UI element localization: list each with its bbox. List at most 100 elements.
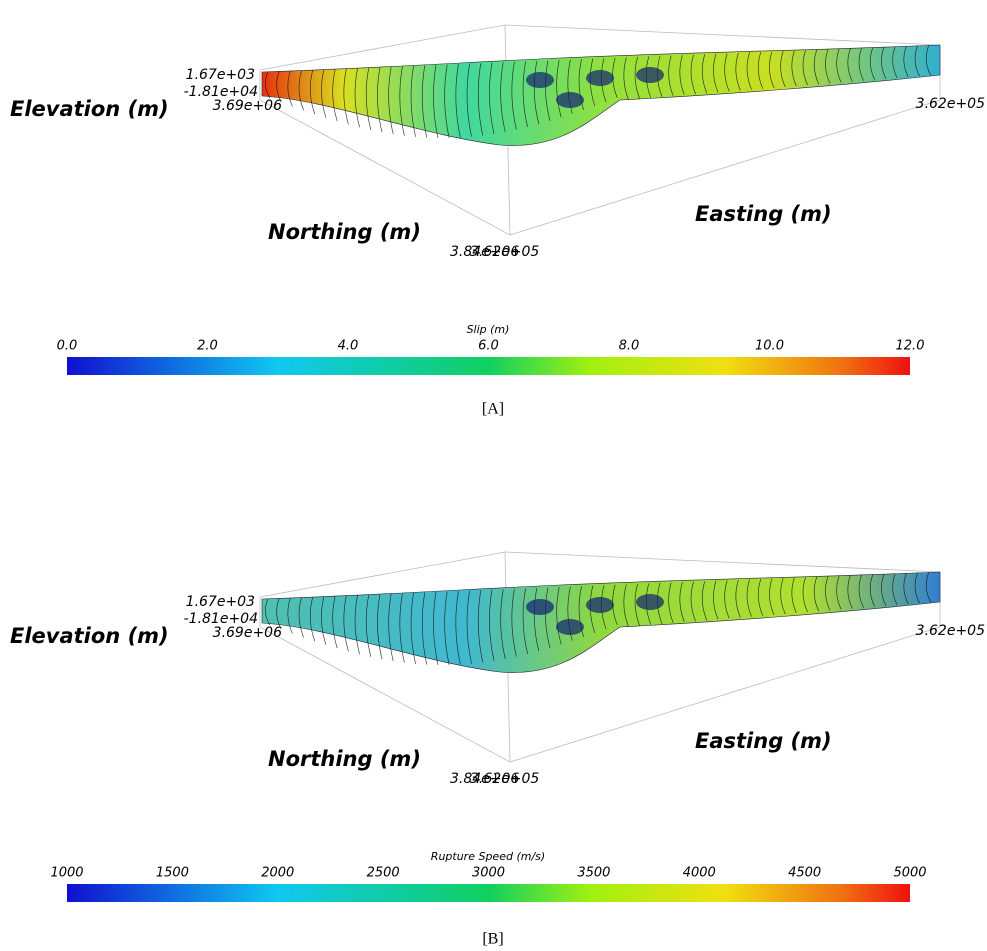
contour <box>825 576 831 611</box>
low-patch <box>636 594 664 610</box>
contour <box>489 62 495 134</box>
contour <box>421 65 428 138</box>
contour <box>791 50 797 87</box>
z-max: 1.67e+03 <box>186 594 255 610</box>
contour <box>455 591 461 665</box>
contour <box>903 46 909 78</box>
fault-surface <box>261 44 941 146</box>
contour <box>309 596 316 642</box>
y-min: 3.84e+06 <box>450 771 519 787</box>
x-min: 3.62e+05 <box>470 244 539 260</box>
contour <box>746 52 752 90</box>
contour <box>735 579 741 618</box>
contour <box>332 68 338 122</box>
contour <box>455 64 461 138</box>
contour <box>623 584 629 627</box>
contour <box>343 68 349 125</box>
contour <box>354 68 360 128</box>
contour <box>545 60 551 121</box>
contour <box>343 595 349 652</box>
contour <box>925 572 932 603</box>
contour <box>265 71 271 99</box>
z-max: 1.67e+03 <box>186 67 255 83</box>
contour <box>634 56 640 99</box>
contour <box>410 65 416 137</box>
contour <box>914 572 920 604</box>
contour <box>825 49 831 84</box>
contour <box>533 60 540 125</box>
contour <box>287 597 293 634</box>
contour <box>679 55 685 96</box>
contour <box>847 48 853 82</box>
contour <box>321 596 327 645</box>
contour <box>567 59 573 114</box>
axis-line <box>259 24 506 71</box>
contour <box>780 578 786 615</box>
contour <box>892 573 898 606</box>
contour <box>365 594 372 657</box>
contour <box>724 580 730 619</box>
contour <box>399 66 405 136</box>
contour <box>298 70 304 111</box>
contour <box>903 573 909 605</box>
contour <box>332 595 338 649</box>
contour <box>892 46 898 79</box>
colorbar-tick: 6.0 <box>478 339 499 354</box>
contour <box>858 47 864 81</box>
colorbar-tick: 5000 <box>893 866 926 881</box>
contour <box>433 591 439 666</box>
fault-surface <box>261 571 941 673</box>
contour <box>388 66 394 135</box>
colorbar-tick: 12.0 <box>896 339 925 354</box>
axis-line <box>259 99 511 236</box>
contour <box>276 598 282 630</box>
contour <box>556 587 562 645</box>
colorbar-tick: 4000 <box>683 866 716 881</box>
z-label: Elevation (m) <box>10 624 169 648</box>
contour <box>802 577 808 613</box>
x-min: 3.62e+05 <box>470 771 539 787</box>
contour <box>377 594 383 660</box>
y-max: 3.69e+06 <box>213 625 282 641</box>
contour <box>511 61 517 130</box>
axis-line <box>504 24 941 46</box>
contour <box>914 45 920 77</box>
contour <box>701 581 708 621</box>
contour <box>690 581 696 622</box>
y-min: 3.84e+06 <box>450 244 519 260</box>
contour <box>623 57 629 100</box>
contour <box>354 595 360 655</box>
z-min: -1.81e+04 <box>184 611 258 627</box>
contour <box>321 69 327 118</box>
low-patch <box>556 92 584 108</box>
colorbar-title: Rupture Speed (m/s) <box>431 850 545 863</box>
contour <box>511 588 517 657</box>
colorbar-tick: 1000 <box>50 866 83 881</box>
contour <box>757 51 764 89</box>
colorbar-tick: 1500 <box>156 866 189 881</box>
x-label: Easting (m) <box>695 202 832 226</box>
contour <box>724 53 730 92</box>
colorbar-tick: 0.0 <box>57 339 78 354</box>
contour <box>881 573 887 607</box>
axis-line <box>509 99 941 236</box>
low-patch <box>586 70 614 86</box>
contour <box>668 55 674 97</box>
panel: 1.67e+03 Elevation (m) -1.81e+043.69e+06 No… <box>10 551 985 948</box>
contour <box>477 63 484 136</box>
contour <box>836 575 842 610</box>
contour <box>556 60 562 118</box>
contour <box>735 52 741 91</box>
contour <box>522 61 528 128</box>
axis-line <box>509 626 941 763</box>
contour <box>309 69 316 115</box>
contour <box>365 67 372 130</box>
contour <box>477 590 484 663</box>
contour <box>802 50 808 86</box>
contour <box>813 49 820 85</box>
colorbar-title: Slip (m) <box>467 323 510 336</box>
contour <box>276 71 282 103</box>
low-patch <box>586 597 614 613</box>
colorbar-tick: 3500 <box>577 866 610 881</box>
